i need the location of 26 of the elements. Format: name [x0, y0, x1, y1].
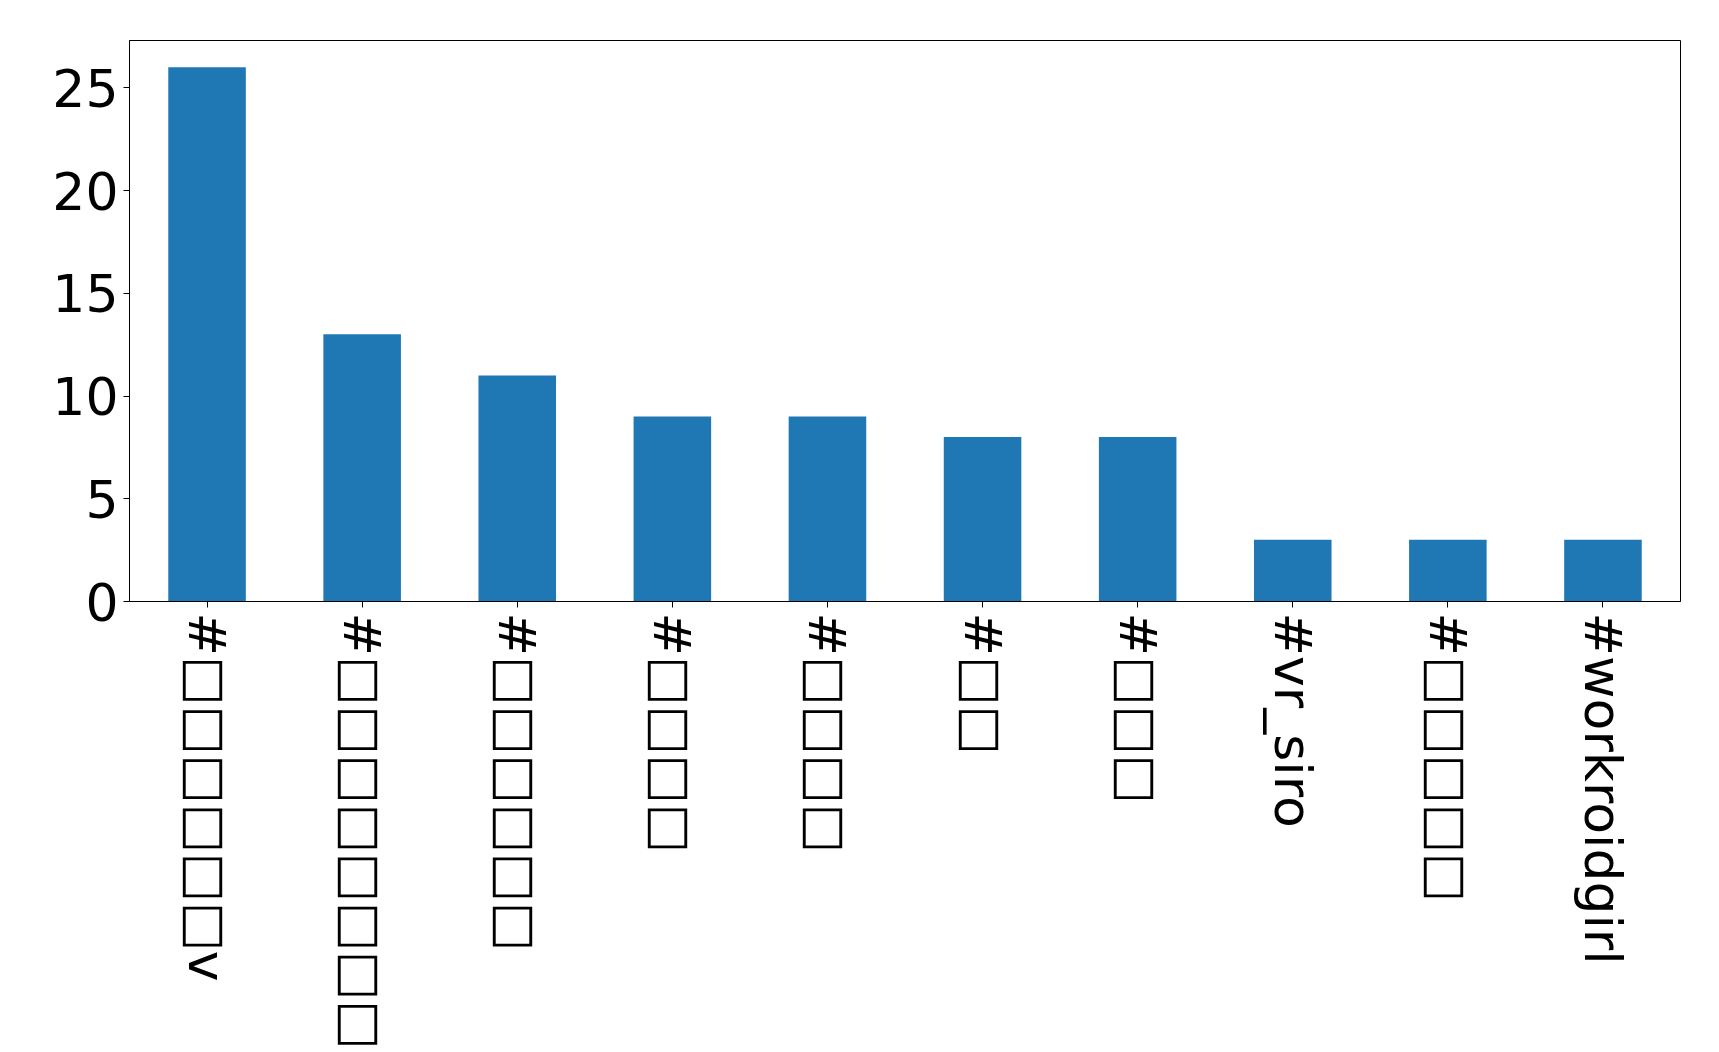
bar: [168, 67, 246, 602]
y-tick-label: 10: [52, 367, 119, 428]
x-tick-label: #□□□□□□: [487, 612, 548, 951]
bar: [1253, 539, 1332, 602]
y-tick-label: 15: [52, 264, 119, 325]
x-tick-label: #vr_siro: [1262, 612, 1323, 828]
bar: [788, 416, 867, 602]
x-tick-label: #□□□□: [797, 612, 858, 853]
x-tick-label: #workroidgirl: [1572, 612, 1633, 965]
x-tick-label: #□□□□□□□□: [332, 612, 393, 1050]
x-tick-label: #□□: [952, 612, 1013, 755]
bar: [943, 437, 1022, 602]
x-tick-label: #□□□□□□v: [177, 612, 238, 982]
x-tick-label: #□□□□: [642, 612, 703, 853]
bar: [478, 375, 557, 602]
y-tick-label: 5: [85, 469, 119, 530]
bar: [1564, 539, 1642, 602]
y-tick-label: 20: [52, 161, 119, 222]
y-tick-label: 25: [52, 58, 119, 119]
bar: [1098, 437, 1177, 602]
bar: [323, 334, 401, 602]
bar: [633, 416, 712, 602]
x-tick-label: #□□□: [1107, 612, 1168, 804]
x-tick-label: #□□□□□: [1417, 612, 1478, 902]
bar: [1409, 539, 1487, 602]
y-tick-label: 0: [85, 572, 119, 633]
